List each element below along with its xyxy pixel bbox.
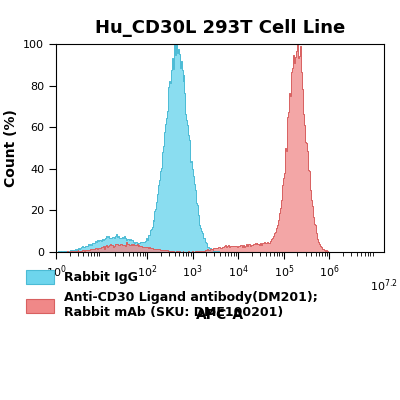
Legend: Rabbit IgG, Anti-CD30 Ligand antibody(DM201);
Rabbit mAb (SKU: DME100201): Rabbit IgG, Anti-CD30 Ligand antibody(DM… [26,270,318,319]
Title: Hu_CD30L 293T Cell Line: Hu_CD30L 293T Cell Line [95,19,345,37]
Text: 10$^{7.2}$: 10$^{7.2}$ [370,277,398,294]
Y-axis label: Count (%): Count (%) [4,109,18,187]
X-axis label: APC-A: APC-A [196,308,244,322]
